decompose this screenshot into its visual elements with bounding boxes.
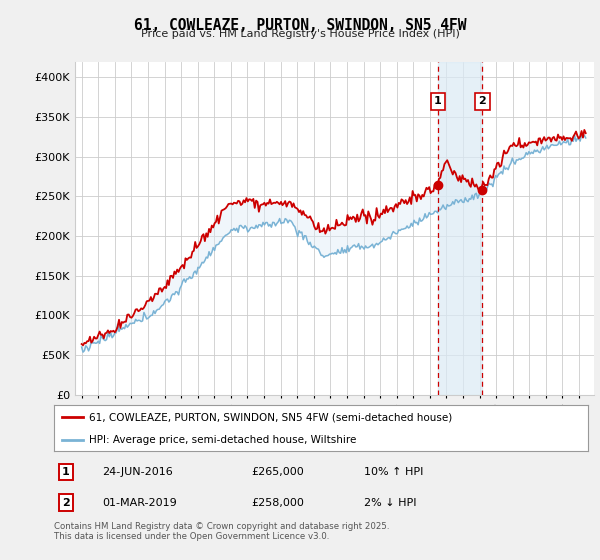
Text: 1: 1 (434, 96, 442, 106)
Text: £258,000: £258,000 (251, 498, 304, 507)
Text: HPI: Average price, semi-detached house, Wiltshire: HPI: Average price, semi-detached house,… (89, 435, 356, 445)
Text: 24-JUN-2016: 24-JUN-2016 (102, 467, 173, 477)
Text: 2: 2 (62, 498, 70, 507)
Text: £265,000: £265,000 (251, 467, 304, 477)
Text: 61, COWLEAZE, PURTON, SWINDON, SN5 4FW: 61, COWLEAZE, PURTON, SWINDON, SN5 4FW (134, 18, 466, 33)
Bar (438, 62, 482, 395)
Text: 1: 1 (62, 467, 70, 477)
Text: 2% ↓ HPI: 2% ↓ HPI (364, 498, 416, 507)
Text: 61, COWLEAZE, PURTON, SWINDON, SN5 4FW (semi-detached house): 61, COWLEAZE, PURTON, SWINDON, SN5 4FW (… (89, 412, 452, 422)
Text: 10% ↑ HPI: 10% ↑ HPI (364, 467, 423, 477)
Text: Price paid vs. HM Land Registry's House Price Index (HPI): Price paid vs. HM Land Registry's House … (140, 29, 460, 39)
Text: Contains HM Land Registry data © Crown copyright and database right 2025.
This d: Contains HM Land Registry data © Crown c… (54, 522, 389, 542)
Text: 2: 2 (479, 96, 486, 106)
Text: 01-MAR-2019: 01-MAR-2019 (102, 498, 177, 507)
